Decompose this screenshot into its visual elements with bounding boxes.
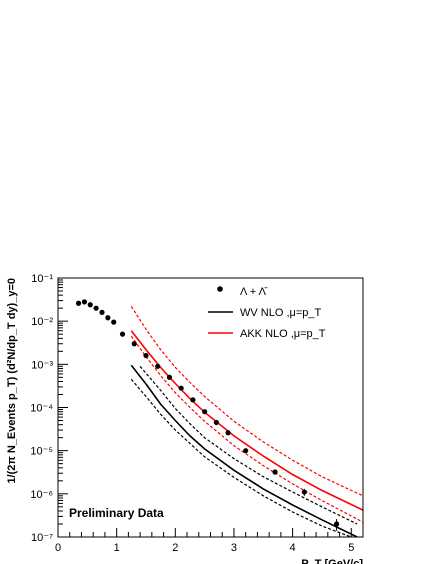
data-point [81,299,87,305]
x-tick-label: 4 [290,542,296,554]
data-point [334,521,340,527]
preliminary-annotation: Preliminary Data [69,506,164,520]
data-point [93,305,99,311]
tick-labels-layer: 0 1 2 3 4 5 10⁻⁷ 10⁻⁶ 10⁻⁵ 10⁻⁴ 10⁻³ 10⁻² 10⁻¹ [30,273,354,554]
data-point [272,469,278,475]
curves-layer [130,306,363,537]
x-tick-label: 0 [55,542,61,554]
legend-label: AKK NLO ,μ=p_T [240,328,326,340]
series-line-6 [130,335,363,523]
series-line-4 [130,330,363,511]
y-tick-label: 10⁻³ [31,359,53,371]
x-tick-label: 1 [114,542,120,554]
x-tick-label: 5 [348,542,354,554]
x-axis-label: P_T [GeV/c] [301,558,363,564]
data-point [213,419,219,426]
data-point [178,385,184,391]
data-point [225,430,231,436]
y-tick-label: 10⁻⁷ [31,532,53,544]
y-axis-label: 1/(2π N_Events p_T) (d²N/dp_T dy)_y=0 [6,278,18,484]
data-point [155,363,161,369]
data-point [143,352,149,359]
series-line-1 [130,364,358,537]
data-point [111,319,117,325]
legend-label: WV NLO ,μ=p_T [240,307,322,319]
y-tick-label: 10⁻² [31,316,53,328]
data-point [166,374,173,380]
data-point [190,397,196,403]
data-point [243,448,249,454]
data-point [202,409,208,415]
ticks-layer [57,277,364,538]
y-tick-label: 10⁻⁵ [30,446,53,458]
series-line-2 [139,365,358,525]
points-layer [75,299,340,531]
x-tick-label: 2 [172,542,178,554]
data-point [301,489,307,495]
legend-marker [217,286,223,292]
data-point [87,302,93,308]
y-tick-label: 10⁻⁴ [30,403,53,415]
series-line-5 [130,306,363,497]
data-point [99,309,105,315]
x-tick-label: 3 [231,542,237,554]
y-tick-label: 10⁻¹ [31,273,53,285]
data-point [131,341,137,347]
data-point [119,331,126,337]
legend: Λ + Λ̄ WV NLO ,μ=p_T AKK NLO ,μ=p_T [208,286,326,340]
series-line-3 [130,378,352,537]
y-tick-label: 10⁻⁶ [30,489,53,501]
data-point [105,315,111,321]
legend-label: Λ + Λ̄ [240,286,268,298]
data-point [75,300,82,306]
